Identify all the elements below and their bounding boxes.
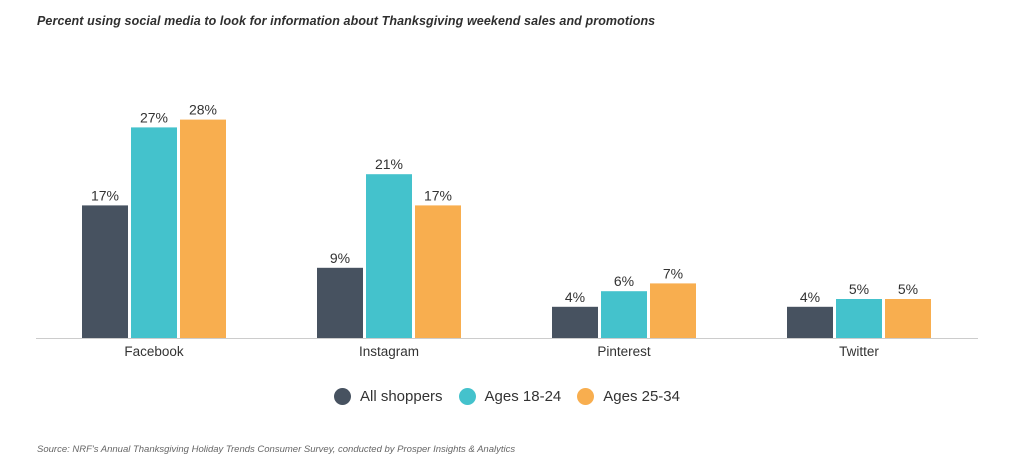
bar-facebook-0 — [82, 205, 128, 338]
data-label: 6% — [614, 273, 634, 289]
bar-instagram-0 — [317, 267, 363, 338]
category-label: Facebook — [124, 344, 184, 359]
legend-item-ages-25-34: Ages 25-34 — [577, 388, 680, 405]
bar-facebook-1 — [131, 127, 177, 339]
data-label: 17% — [424, 187, 452, 203]
bar-instagram-1 — [366, 174, 412, 338]
legend-swatch-ages-18-24 — [458, 388, 476, 405]
data-label: 4% — [565, 289, 585, 305]
category-label: Twitter — [839, 344, 879, 359]
bar-pinterest-1 — [601, 291, 647, 338]
bar-facebook-2 — [180, 119, 226, 338]
data-label: 4% — [800, 289, 820, 305]
data-label: 9% — [330, 250, 350, 266]
data-label: 27% — [140, 109, 168, 125]
legend-swatch-all-shoppers — [333, 388, 351, 405]
legend-label: Ages 25-34 — [603, 388, 680, 405]
category-label: Instagram — [359, 344, 419, 359]
legend-item-all-shoppers: All shoppers — [333, 388, 443, 405]
chart-title: Percent using social media to look for i… — [37, 14, 656, 28]
bar-twitter-1 — [836, 299, 882, 338]
bar-pinterest-0 — [552, 306, 598, 338]
data-label: 17% — [91, 187, 119, 203]
bar-twitter-0 — [787, 306, 833, 338]
legend-swatch-ages-25-34 — [577, 388, 595, 405]
data-label: 5% — [898, 281, 918, 297]
bar-chart: 17% 27% 28% Facebook 9% 21% 17% Instagram 4% 6% 7%… — [36, 102, 978, 359]
legend: All shoppers Ages 18-24 Ages 25-34 — [0, 388, 1014, 405]
data-label: 21% — [375, 156, 403, 172]
data-label: 5% — [849, 281, 869, 297]
category-label: Pinterest — [597, 344, 651, 359]
bar-pinterest-2 — [650, 283, 696, 338]
bar-instagram-2 — [415, 205, 461, 338]
legend-label: All shoppers — [359, 388, 443, 405]
bar-twitter-2 — [885, 299, 931, 338]
source-note: Source: NRF's Annual Thanksgiving Holida… — [37, 444, 516, 455]
legend-label: Ages 18-24 — [484, 388, 562, 405]
data-label: 28% — [189, 102, 217, 118]
legend-item-ages-18-24: Ages 18-24 — [458, 388, 562, 405]
data-label: 7% — [663, 265, 683, 281]
